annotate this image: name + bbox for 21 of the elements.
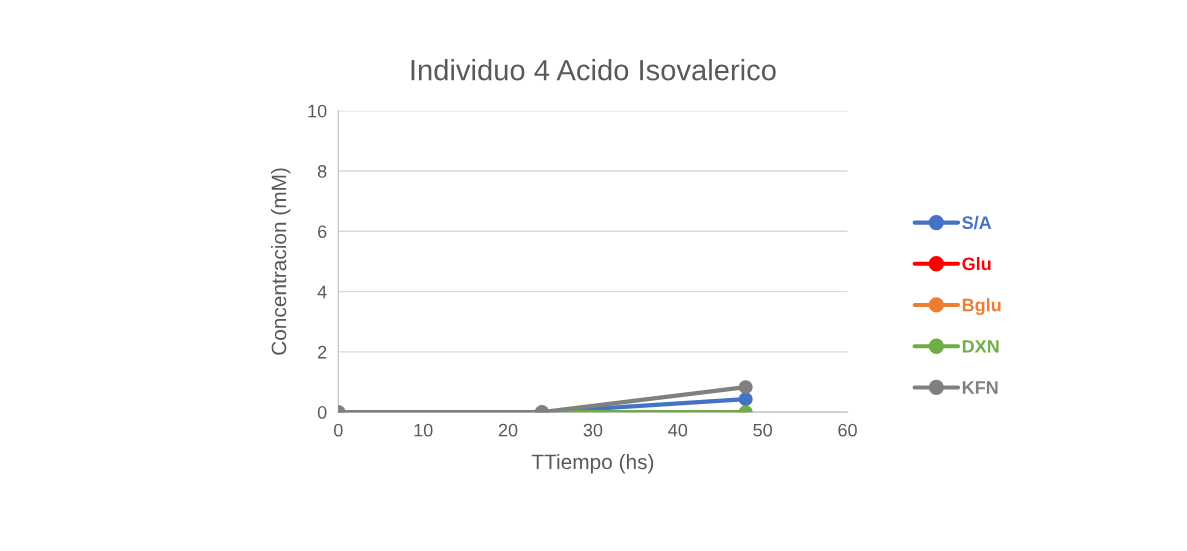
x-tick-label: 50 <box>753 423 772 437</box>
x-tick-label: 30 <box>583 423 603 437</box>
legend-label: Bglu <box>962 298 1001 316</box>
x-tick-label: 10 <box>414 423 433 437</box>
legend-label: S/A <box>962 215 992 230</box>
x-tick-label: 60 <box>838 423 857 437</box>
y-tick-label: 0 <box>317 406 327 419</box>
y-tick-label: 8 <box>317 164 327 178</box>
legend-label: DXN <box>962 340 999 353</box>
x-axis-title: TTiempo (hs) <box>531 453 654 474</box>
y-tick-label: 10 <box>308 104 327 118</box>
chart-title: Individuo 4 Acido Isovalerico <box>411 59 776 81</box>
y-tick-label: 4 <box>317 285 327 299</box>
x-tick-label: 40 <box>668 423 688 437</box>
x-tick-label: 0 <box>333 423 343 437</box>
y-tick-label: 6 <box>318 225 327 239</box>
legend-label: Glu <box>962 257 991 271</box>
legend-label: KFN <box>962 381 998 394</box>
y-axis-title: Concentracion (mM) <box>271 168 291 355</box>
x-tick-label: 20 <box>498 423 518 437</box>
y-tick-label: 2 <box>318 345 327 359</box>
